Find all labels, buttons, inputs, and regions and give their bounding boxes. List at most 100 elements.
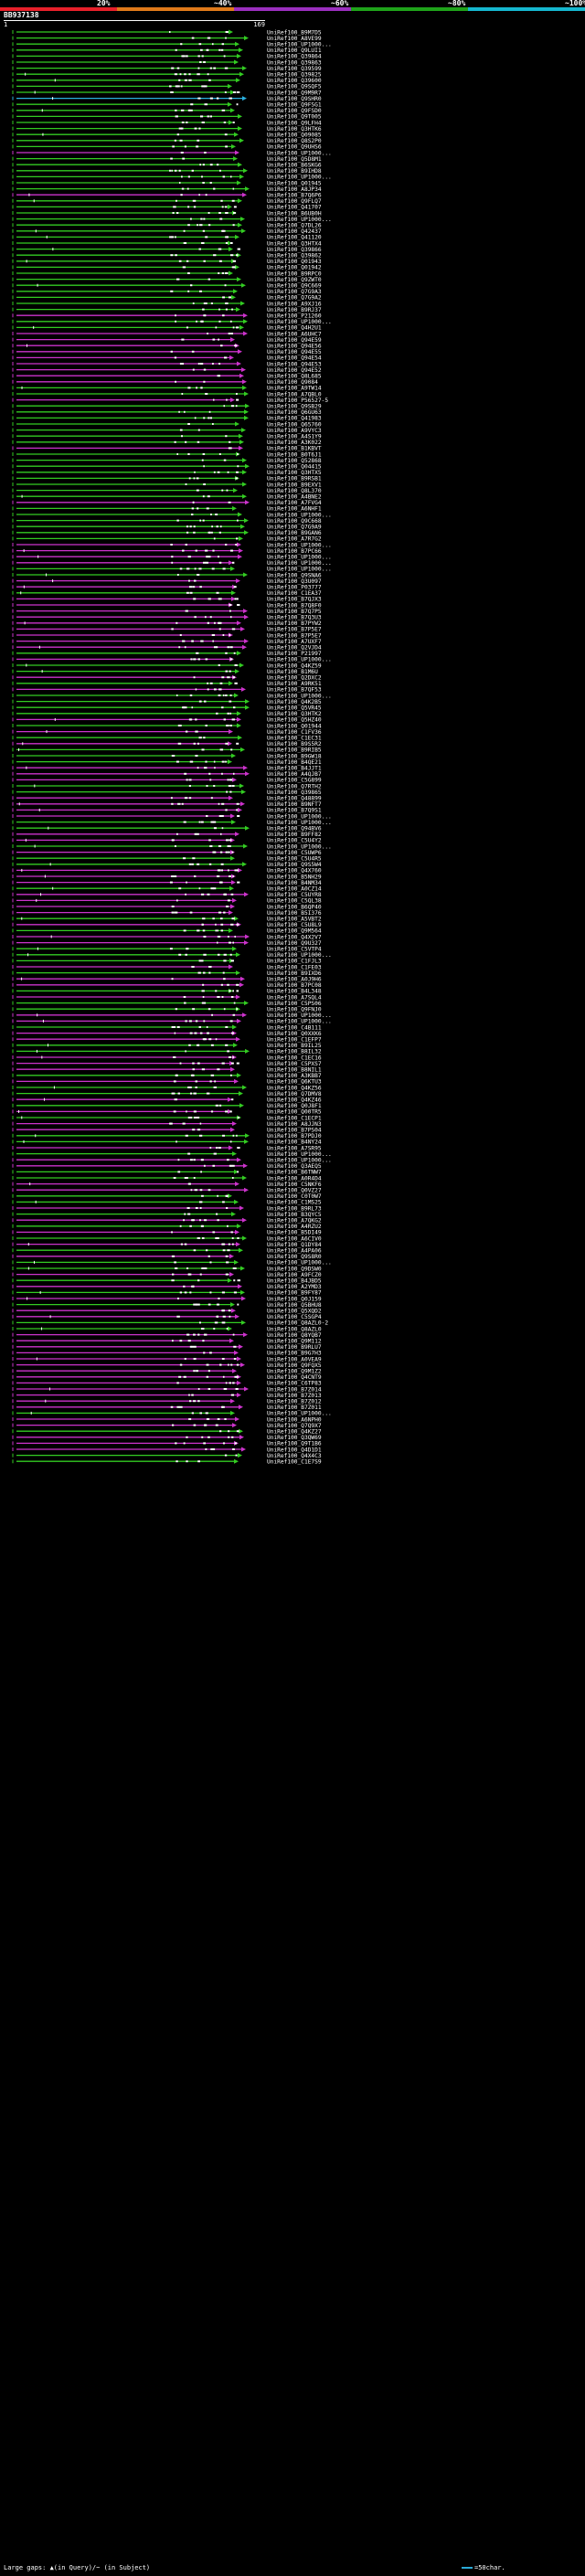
hit-row[interactable]: UniRef100_Q0J8F1 bbox=[12, 1103, 322, 1109]
hit-row[interactable]: UniRef100_A9TW14 bbox=[12, 386, 322, 392]
hit-row[interactable]: UniRef100_C1FJL3 bbox=[12, 959, 322, 965]
hit-row[interactable]: UniRef100_Q39866 bbox=[12, 247, 322, 253]
hit-row[interactable]: UniRef100_Q8L370 bbox=[12, 488, 322, 494]
hit-row[interactable]: UniRef100_B4NM34 bbox=[12, 880, 322, 886]
hit-row[interactable]: UniRef100_A3KBB7 bbox=[12, 1073, 322, 1079]
hit-row[interactable]: UniRef100_A7QBL0 bbox=[12, 391, 322, 398]
hit-row[interactable]: UniRef100_UP1000... bbox=[12, 1151, 332, 1158]
hit-row[interactable]: UniRef100_UP1000... bbox=[12, 512, 332, 518]
hit-row[interactable]: UniRef100_Q5XQD2 bbox=[12, 1309, 322, 1315]
hit-row[interactable]: UniRef100_B8NIL1 bbox=[12, 1067, 322, 1074]
hit-row[interactable]: UniRef100_A8JP34 bbox=[12, 186, 322, 193]
hit-row[interactable]: UniRef100_B3QYC5 bbox=[12, 1212, 322, 1218]
hit-row[interactable]: UniRef100_UP1000... bbox=[12, 820, 332, 826]
hit-row[interactable]: UniRef100_A0R4D4 bbox=[12, 1175, 322, 1182]
hit-row[interactable]: UniRef100_C5U4R5 bbox=[12, 856, 322, 863]
hit-row[interactable]: UniRef100_Q01943 bbox=[12, 259, 322, 265]
hit-row[interactable]: UniRef100_B0T6J1 bbox=[12, 451, 322, 458]
hit-row[interactable]: UniRef100_Q94E53 bbox=[12, 361, 322, 367]
hit-row[interactable]: UniRef100_C5U4Y2 bbox=[12, 838, 322, 844]
hit-row[interactable]: UniRef100_Q4X760 bbox=[12, 868, 322, 875]
hit-row[interactable]: UniRef100_Q8S2P0 bbox=[12, 138, 322, 144]
hit-row[interactable]: UniRef100_P03777 bbox=[12, 585, 322, 591]
hit-row[interactable]: UniRef100_B7Q3U3 bbox=[12, 615, 322, 621]
hit-row[interactable]: UniRef100_Q42437 bbox=[12, 228, 322, 235]
hit-row[interactable]: UniRef100_A4S1Y9 bbox=[12, 434, 322, 440]
hit-row[interactable]: UniRef100_B5DI49 bbox=[12, 1230, 322, 1236]
hit-row[interactable]: UniRef100_Q7G9A2 bbox=[12, 295, 322, 302]
hit-row[interactable]: UniRef100_Q9UHS6 bbox=[12, 144, 322, 151]
hit-row[interactable]: UniRef100_Q0VZ27 bbox=[12, 1188, 322, 1194]
hit-row[interactable]: UniRef100_Q41120 bbox=[12, 235, 322, 241]
hit-row[interactable]: UniRef100_Q94E56 bbox=[12, 344, 322, 350]
hit-row[interactable]: UniRef100_Q4KZ46 bbox=[12, 1097, 322, 1104]
hit-row[interactable]: UniRef100_UP1000... bbox=[12, 1411, 332, 1417]
hit-row[interactable]: UniRef100_B1KBVT bbox=[12, 446, 322, 452]
hit-row[interactable]: UniRef100_Q01945 bbox=[12, 180, 322, 186]
hit-row[interactable]: UniRef100_A7SR95 bbox=[12, 1145, 322, 1151]
hit-row[interactable]: UniRef100_Q39599 bbox=[12, 66, 322, 72]
hit-row[interactable]: UniRef100_Q4X4C3 bbox=[12, 1453, 322, 1459]
hit-row[interactable]: UniRef100_C5QL38 bbox=[12, 898, 322, 905]
hit-row[interactable]: UniRef100_C1FV36 bbox=[12, 729, 322, 736]
hit-row[interactable]: UniRef100_Q9SB29 bbox=[12, 404, 322, 410]
hit-row[interactable]: UniRef100_UP1000... bbox=[12, 319, 332, 325]
hit-row[interactable]: UniRef100_Q6GU63 bbox=[12, 409, 322, 416]
hit-row[interactable]: UniRef100_Q3HTK6 bbox=[12, 126, 322, 133]
hit-row[interactable]: UniRef100_A0VEA9 bbox=[12, 1356, 322, 1362]
hit-row[interactable]: UniRef100_Q8AZL0 bbox=[12, 1326, 322, 1332]
hit-row[interactable]: UniRef100_Q3QW69 bbox=[12, 1435, 322, 1441]
hit-row[interactable]: UniRef100_B6TNW7 bbox=[12, 1170, 322, 1176]
hit-row[interactable]: UniRef100_C1ECP1 bbox=[12, 1115, 322, 1121]
hit-row[interactable]: UniRef100_B7Q9S1 bbox=[12, 808, 322, 814]
hit-row[interactable]: UniRef100_Q4H2U1 bbox=[12, 325, 322, 332]
hit-row[interactable]: UniRef100_A3K022 bbox=[12, 440, 322, 446]
hit-row[interactable]: UniRef100_Q3AEQ5 bbox=[12, 1163, 322, 1170]
hit-row[interactable]: UniRef100_Q9T005 bbox=[12, 114, 322, 121]
hit-row[interactable]: UniRef100_B9M7D5 bbox=[12, 29, 322, 36]
hit-row[interactable]: UniRef100_A4QJB7 bbox=[12, 771, 322, 778]
hit-row[interactable]: UniRef100_C4B111 bbox=[12, 1024, 322, 1031]
hit-row[interactable]: UniRef100_C5PS06 bbox=[12, 1001, 322, 1007]
hit-row[interactable]: UniRef100_B9GAN6 bbox=[12, 530, 322, 536]
hit-row[interactable]: UniRef100_Q4D1D1 bbox=[12, 1447, 322, 1453]
hit-row[interactable]: UniRef100_Q94E52 bbox=[12, 367, 322, 374]
hit-row[interactable]: UniRef100_A6NPH0 bbox=[12, 1416, 322, 1423]
hit-row[interactable]: UniRef100_B6SKG6 bbox=[12, 163, 322, 169]
hit-row[interactable]: UniRef100_B9IL25 bbox=[12, 1043, 322, 1049]
hit-row[interactable]: UniRef100_UP1000... bbox=[12, 843, 332, 850]
hit-row[interactable]: UniRef100_B7PS04 bbox=[12, 1128, 322, 1134]
hit-row[interactable]: UniRef100_Q8YQB7 bbox=[12, 1332, 322, 1339]
hit-row[interactable]: UniRef100_A0J9H6 bbox=[12, 977, 322, 983]
hit-row[interactable]: UniRef100_Q9ZWT0 bbox=[12, 277, 322, 283]
hit-row[interactable]: UniRef100_B4JBD5 bbox=[12, 1278, 322, 1285]
hit-row[interactable]: UniRef100_Q48899 bbox=[12, 796, 322, 802]
hit-row[interactable]: UniRef100_Q41707 bbox=[12, 205, 322, 211]
hit-row[interactable]: UniRef100_C1E7S9 bbox=[12, 1459, 322, 1466]
hit-row[interactable]: UniRef100_C5U8L9 bbox=[12, 922, 322, 928]
hit-row[interactable]: UniRef100_Q4X2V7 bbox=[12, 934, 322, 940]
hit-row[interactable]: UniRef100_B9IXD6 bbox=[12, 970, 322, 977]
hit-row[interactable]: UniRef100_B9RSB1 bbox=[12, 476, 322, 482]
hit-row[interactable]: UniRef100_A0CZ14 bbox=[12, 886, 322, 893]
hit-row[interactable]: UniRef100_A2YMD3 bbox=[12, 1284, 322, 1290]
hit-row[interactable]: UniRef100_C1EFP7 bbox=[12, 1037, 322, 1044]
hit-row[interactable]: UniRef100_B9FY87 bbox=[12, 1290, 322, 1297]
hit-row[interactable]: UniRef100_B7QF53 bbox=[12, 687, 322, 694]
hit-row[interactable]: UniRef100_A4BNE2 bbox=[12, 494, 322, 501]
hit-row[interactable]: UniRef100_Q0J159 bbox=[12, 1296, 322, 1302]
hit-row[interactable]: UniRef100_Q5VR45 bbox=[12, 705, 322, 712]
hit-row[interactable]: UniRef100_Q65760 bbox=[12, 421, 322, 428]
hit-row[interactable]: UniRef100_Q9FQX5 bbox=[12, 1362, 322, 1369]
hit-row[interactable]: UniRef100_Q7G9A3 bbox=[12, 289, 322, 295]
hit-row[interactable]: UniRef100_C5SGP4 bbox=[12, 1314, 322, 1320]
hit-row[interactable]: UniRef100_Q9LUI1 bbox=[12, 48, 322, 54]
hit-row[interactable]: UniRef100_Q9S8R0 bbox=[12, 1254, 322, 1260]
hit-row[interactable]: UniRef100_UP1000... bbox=[12, 952, 332, 959]
hit-row[interactable]: UniRef100_B5I376 bbox=[12, 910, 322, 917]
hit-row[interactable]: UniRef100_UP1000... bbox=[12, 693, 332, 699]
hit-row[interactable]: UniRef100_A7UXF7 bbox=[12, 639, 322, 645]
hit-row[interactable]: UniRef100_B9IHD8 bbox=[12, 168, 322, 175]
hit-row[interactable]: UniRef100_Q1DY84 bbox=[12, 1242, 322, 1248]
hit-row[interactable]: UniRef100_Q4KZ56 bbox=[12, 1085, 322, 1091]
